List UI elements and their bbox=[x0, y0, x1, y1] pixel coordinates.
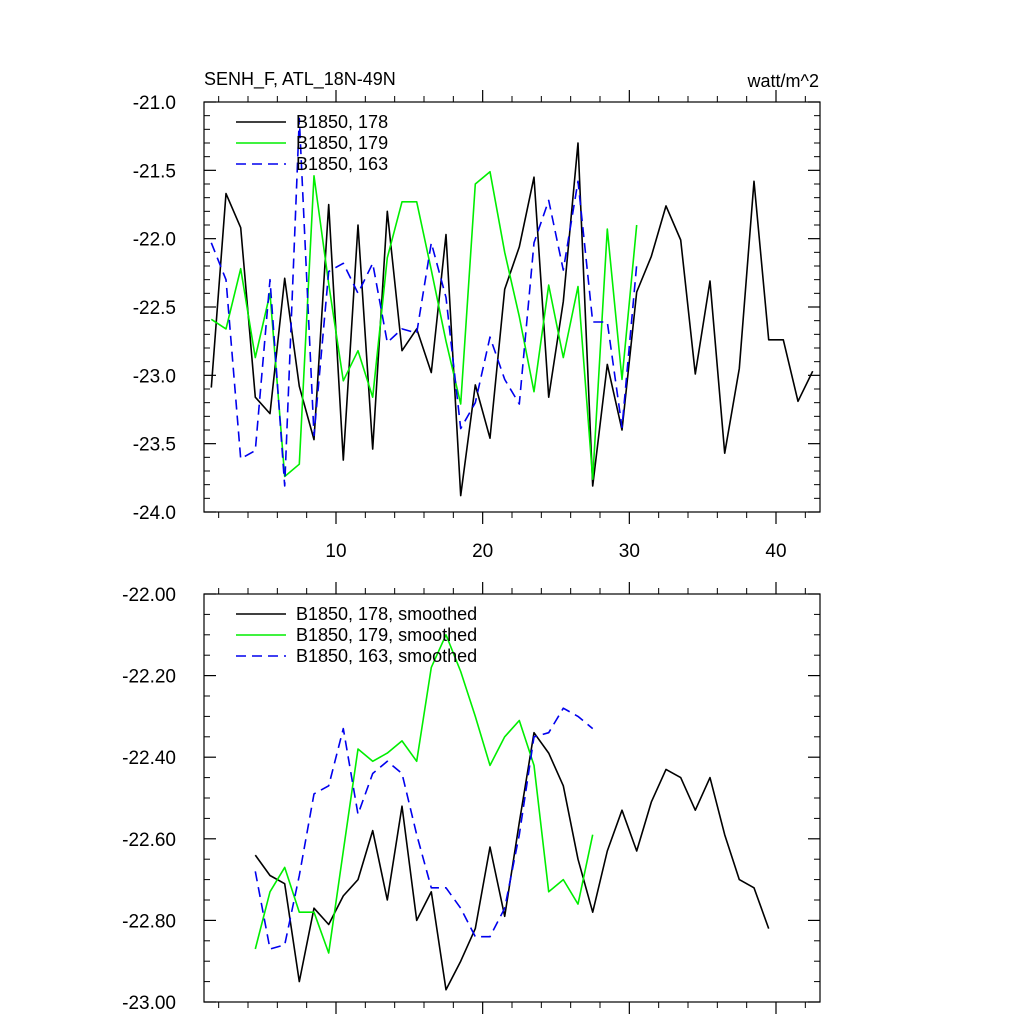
series-line-b1850-163 bbox=[210, 117, 638, 487]
top-panel: SENH_F, ATL_18N-49N watt/m^2 -24.0 -23.5 -… bbox=[133, 69, 821, 562]
y-tick-label: -23.5 bbox=[133, 435, 176, 456]
x-tick-label: 10 bbox=[325, 541, 346, 562]
legend-label: B1850, 163, smoothed bbox=[296, 646, 477, 666]
x-tick-label: 30 bbox=[619, 541, 640, 562]
y-tick-label: -23.00 bbox=[122, 993, 176, 1014]
series-line-b1850-163-smoothed bbox=[254, 707, 594, 950]
y-tick-label: -22.60 bbox=[122, 830, 176, 851]
y-tick-label: -24.0 bbox=[133, 503, 176, 524]
bottom-panel: -23.00 -22.80 -22.60 -22.40 -22.20 -22.00 B185… bbox=[122, 582, 821, 1014]
x-tick-label: 20 bbox=[472, 541, 493, 562]
y-tick-label: -22.0 bbox=[133, 230, 176, 251]
series-line-b1850-179 bbox=[210, 170, 638, 481]
y-tick-label: -21.0 bbox=[133, 93, 176, 114]
series-line-b1850-178 bbox=[210, 142, 814, 497]
y-tick-label: -23.0 bbox=[133, 366, 176, 387]
chart-title-left: SENH_F, ATL_18N-49N bbox=[204, 69, 396, 90]
series-line-b1850-179-smoothed bbox=[254, 633, 594, 954]
y-tick-label: -22.80 bbox=[122, 911, 176, 932]
legend-label: B1850, 179, smoothed bbox=[296, 625, 477, 645]
y-tick-label: -21.5 bbox=[133, 161, 176, 182]
x-tick-label: 40 bbox=[765, 541, 786, 562]
y-tick-label: -22.40 bbox=[122, 748, 176, 769]
legend-label: B1850, 163 bbox=[296, 154, 388, 174]
y-tick-label: -22.20 bbox=[122, 667, 176, 688]
chart-title-right-units: watt/m^2 bbox=[747, 71, 819, 91]
legend-label: B1850, 178 bbox=[296, 112, 388, 132]
legend-label: B1850, 179 bbox=[296, 133, 388, 153]
y-tick-label: -22.00 bbox=[122, 585, 176, 606]
legend-label: B1850, 178, smoothed bbox=[296, 604, 477, 624]
y-tick-label: -22.5 bbox=[133, 298, 176, 319]
